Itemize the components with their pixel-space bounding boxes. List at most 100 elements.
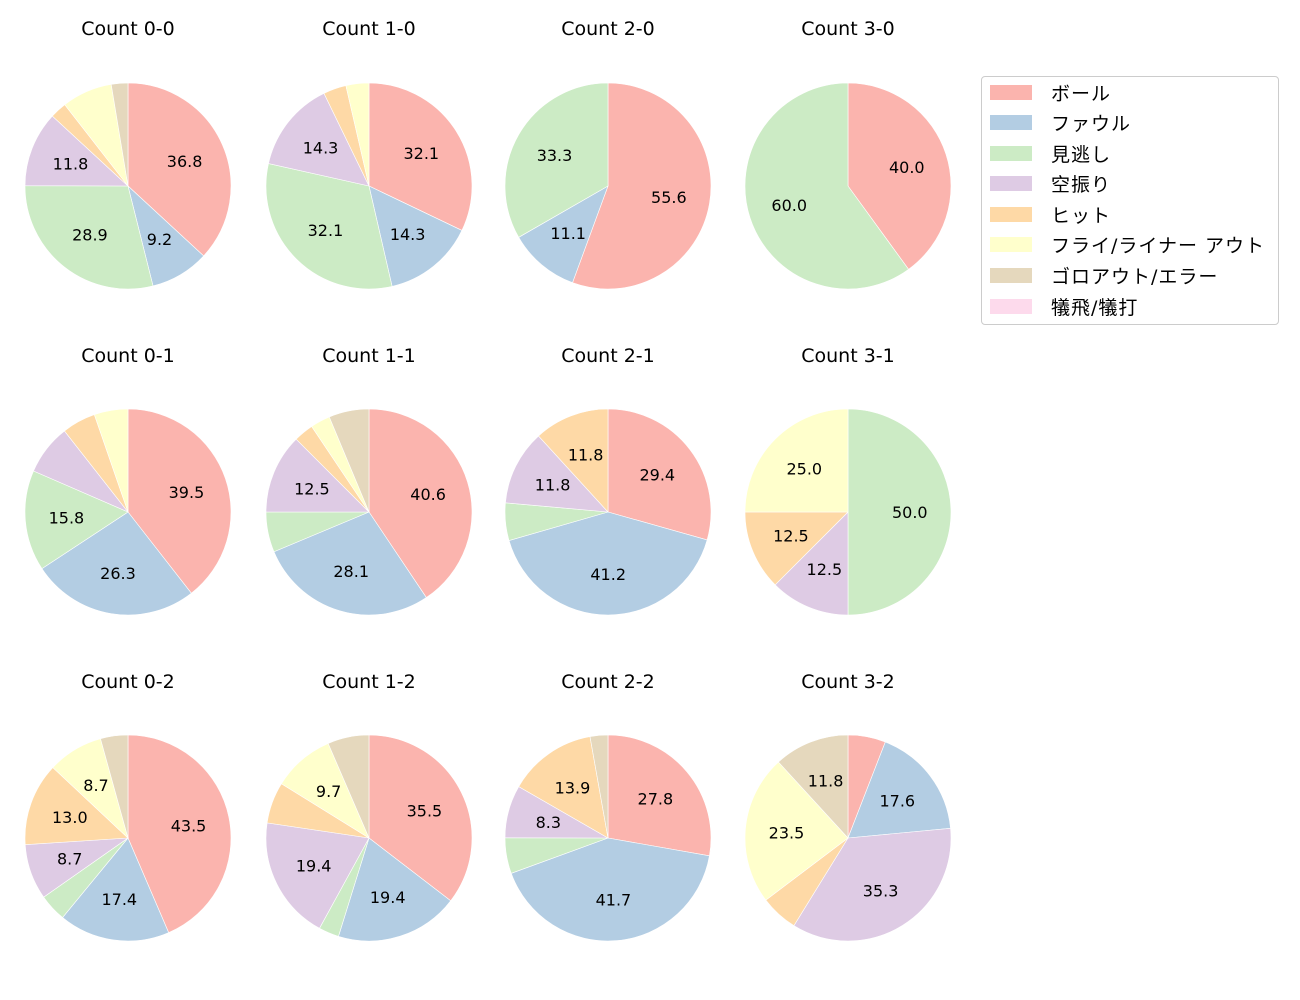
legend-item-ball: ボール xyxy=(990,81,1111,105)
pie-slice xyxy=(793,827,952,942)
pie-slice xyxy=(110,82,129,187)
pie-slice-label: 11.8 xyxy=(808,771,844,790)
pie-slice-label: 8.3 xyxy=(536,813,561,832)
legend: ボール ファウル 見逃し 空振り ヒット フライ/ライナー アウト ゴロアウト/… xyxy=(981,76,1279,325)
legend-label: 見逃し xyxy=(1051,143,1112,166)
pie-slice xyxy=(744,408,849,513)
pie-title: Count 0-0 xyxy=(81,18,175,40)
pie-slice-label: 26.3 xyxy=(100,564,136,583)
pie-chart: Count 2-0 55.6 11.1 33.3 xyxy=(504,18,712,290)
pie-slice xyxy=(24,767,129,845)
pie-slice-label: 12.5 xyxy=(773,527,809,546)
pie-slice xyxy=(847,408,952,616)
legend-swatch-foul xyxy=(990,114,1032,130)
pie-slice-label: 41.7 xyxy=(596,891,632,910)
legend-swatch-swinging-strike xyxy=(990,175,1032,191)
pie-title: Count 3-0 xyxy=(801,18,895,40)
pie-slice-label: 32.1 xyxy=(308,221,344,240)
pie-title: Count 2-1 xyxy=(561,345,655,367)
legend-swatch-ground-out xyxy=(990,267,1032,283)
legend-label: フライ/ライナー アウト xyxy=(1051,234,1266,257)
pie-slice-label: 39.5 xyxy=(169,483,205,502)
pie-slice xyxy=(589,734,609,839)
legend-label: 空振り xyxy=(1051,173,1112,196)
pie-slice-label: 8.7 xyxy=(57,849,82,868)
legend-item-foul: ファウル xyxy=(990,111,1132,135)
pie-slice xyxy=(268,92,370,187)
pie-slice-label: 41.2 xyxy=(590,565,626,584)
pie-slice xyxy=(100,734,129,839)
pie-slice-label: 19.4 xyxy=(296,856,332,875)
pie-slice-label: 14.3 xyxy=(303,139,339,158)
pie-title: Count 0-2 xyxy=(81,671,175,693)
pie-slice-label: 23.5 xyxy=(769,823,805,842)
pie-chart: Count 0-2 43.5 17.4 8.7 13.0 8.7 xyxy=(24,671,232,942)
pie-slice-label: 32.1 xyxy=(403,144,439,163)
pie-title: Count 3-2 xyxy=(801,671,895,693)
pie-slice xyxy=(338,837,452,942)
pie-slice xyxy=(93,408,129,513)
pie-slice xyxy=(368,82,473,231)
pie-slice-label: 13.9 xyxy=(555,778,591,797)
pie-slice-label: 11.8 xyxy=(535,476,571,495)
pie-chart: Count 3-2 17.6 35.3 23.5 11.8 xyxy=(744,671,952,942)
pie-slice-label: 36.8 xyxy=(167,152,203,171)
pie-slice-label: 50.0 xyxy=(892,503,928,522)
pie-slice xyxy=(505,435,609,513)
pie-chart: Count 3-0 40.0 60.0 xyxy=(744,18,952,290)
legend-label: ファウル xyxy=(1051,112,1132,135)
pie-slice xyxy=(368,185,463,287)
pie-slice-label: 27.8 xyxy=(638,789,674,808)
pie-slice-label: 55.6 xyxy=(651,188,687,207)
pie-slice-label: 29.4 xyxy=(639,466,675,485)
pie-slice xyxy=(127,82,232,257)
pie-slice-label: 40.6 xyxy=(410,485,446,504)
pie-slice-label: 19.4 xyxy=(370,888,406,907)
pie-slice-label: 60.0 xyxy=(771,196,807,215)
pie-title: Count 1-0 xyxy=(322,18,416,40)
legend-label: ヒット xyxy=(1051,204,1112,227)
legend-swatch-ball xyxy=(990,84,1032,100)
pie-slice xyxy=(774,511,849,616)
pie-slice xyxy=(504,82,609,238)
pie-slice xyxy=(744,82,909,290)
pie-slice-label: 9.2 xyxy=(147,230,172,249)
pie-chart: Count 1-2 35.5 19.4 19.4 9.7 xyxy=(265,671,473,942)
pie-slice xyxy=(62,837,170,942)
pie-slice xyxy=(368,734,473,902)
pie-slice xyxy=(127,734,232,934)
pie-slice-label: 11.8 xyxy=(568,445,604,464)
pie-slice xyxy=(508,511,708,616)
pie-chart: Count 0-0 36.8 9.2 28.9 11.8 xyxy=(24,18,232,290)
pie-slice xyxy=(607,734,712,857)
legend-swatch-hit xyxy=(990,206,1032,222)
pie-slice-label: 28.9 xyxy=(72,226,108,245)
pie-slice xyxy=(24,115,129,187)
pie-title: Count 0-1 xyxy=(81,345,175,367)
pie-slice-label: 17.6 xyxy=(879,792,915,811)
pie-slice-label: 35.3 xyxy=(863,881,899,900)
legend-label: 犠飛/犠打 xyxy=(1051,296,1139,319)
pie-slice-label: 33.3 xyxy=(537,146,573,165)
pie-slice xyxy=(778,734,849,839)
pie-slice xyxy=(265,822,370,929)
pie-slice xyxy=(328,408,370,513)
pie-chart: Count 1-0 32.1 14.3 32.1 14.3 xyxy=(265,18,473,290)
pie-slice-label: 17.4 xyxy=(101,890,137,909)
legend-label: ゴロアウト/エラー xyxy=(1051,265,1219,288)
pie-title: Count 1-1 xyxy=(322,345,416,367)
pie-slice xyxy=(744,761,849,901)
pie-slice xyxy=(847,741,951,839)
legend-item-ground-out: ゴロアウト/エラー xyxy=(990,264,1219,288)
legend-swatch-fly-out xyxy=(990,236,1032,252)
legend-item-called-strike: 見逃し xyxy=(990,142,1112,166)
pie-slice-label: 12.5 xyxy=(807,560,843,579)
pie-chart: Count 3-1 50.0 12.5 12.5 25.0 xyxy=(744,345,952,616)
pie-slice xyxy=(572,82,712,290)
pie-slice xyxy=(24,185,154,290)
pie-slice-label: 14.3 xyxy=(390,225,426,244)
pie-slice xyxy=(24,470,129,570)
legend-item-sacrifice: 犠飛/犠打 xyxy=(990,295,1139,319)
legend-item-swinging-strike: 空振り xyxy=(990,172,1112,196)
